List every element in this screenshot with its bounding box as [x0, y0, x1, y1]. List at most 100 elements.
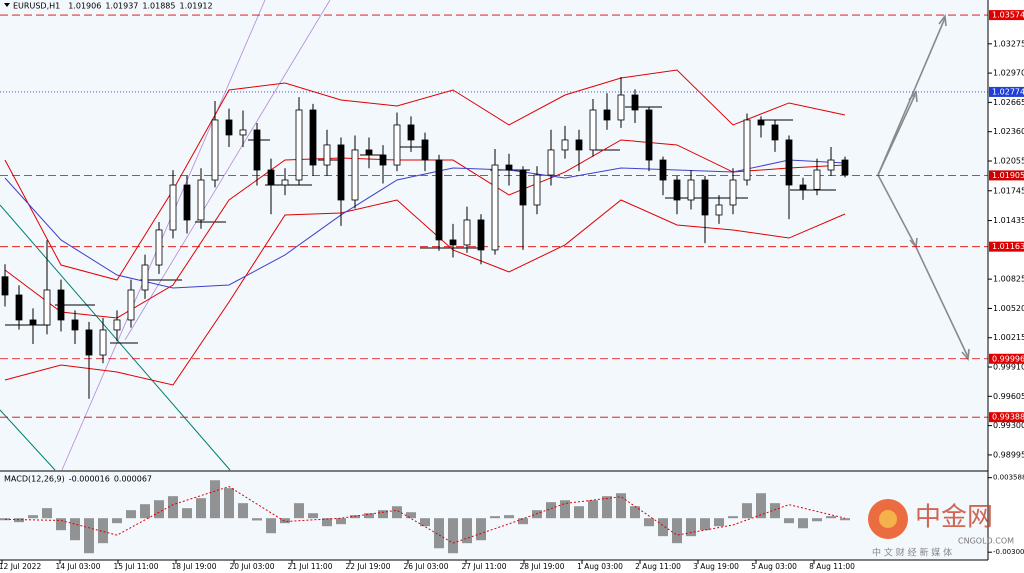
candle-body — [85, 329, 93, 356]
histogram-bar — [42, 508, 52, 519]
histogram-bar — [140, 504, 150, 519]
candle-body — [57, 289, 65, 321]
histogram-bar — [378, 510, 388, 519]
histogram-bar — [112, 518, 122, 524]
level-label-box — [989, 170, 1024, 181]
y-tick-label: 0.98995 — [993, 450, 1024, 459]
candle-body — [701, 179, 709, 216]
candle-body — [365, 149, 373, 156]
y-tick-label: 1.01745 — [993, 186, 1024, 195]
candle-body — [43, 289, 51, 326]
candle-body — [407, 124, 415, 141]
x-tick-label: 27 Jul 11:00 — [462, 562, 507, 571]
histogram-bar — [784, 518, 794, 524]
candle-body — [463, 219, 471, 246]
signal-line — [4, 486, 846, 544]
candle-body — [617, 94, 625, 121]
level-label: 1.03574 — [992, 11, 1024, 20]
histogram-bar — [602, 496, 612, 519]
histogram-bar — [420, 518, 430, 527]
histogram-bar — [700, 518, 710, 531]
candle-body — [575, 139, 583, 151]
histogram-bar — [630, 506, 640, 519]
trend-line — [0, 409, 56, 471]
y-tick-label: 1.00825 — [993, 275, 1024, 284]
histogram-bar — [406, 512, 416, 519]
candle-body — [547, 149, 555, 176]
candle-body — [421, 139, 429, 161]
histogram-bar — [224, 488, 234, 519]
level-label: 0.99996 — [992, 354, 1024, 363]
candle-body — [827, 159, 835, 171]
y-tick-label: 1.03275 — [993, 39, 1024, 48]
x-tick-label: 12 Jul 2022 — [0, 562, 41, 571]
histogram-bar — [14, 518, 24, 523]
histogram-bar — [518, 518, 528, 525]
tagline: 中 文 财 经 新 媒 体 — [872, 547, 952, 559]
histogram-bar — [840, 518, 850, 521]
candle-body — [687, 179, 695, 201]
ohlc-readout: 1.01937 — [105, 2, 138, 11]
site: CNGOLD.COM — [958, 537, 1014, 546]
channel-line — [61, 0, 266, 471]
macd-readout: -0.000016 — [69, 475, 110, 484]
candle-body — [603, 109, 611, 121]
candle-body — [519, 169, 527, 206]
candle-body — [659, 159, 667, 181]
histogram-bar — [574, 506, 584, 519]
y-tick-label: 1.01435 — [993, 216, 1024, 225]
histogram-bar — [616, 493, 626, 519]
histogram-bar — [238, 503, 248, 519]
histogram-bar — [84, 518, 94, 554]
candle-body — [309, 109, 317, 166]
candle-body — [211, 119, 219, 181]
candle-body — [99, 329, 107, 356]
y-tick-label: 1.02055 — [993, 156, 1024, 165]
histogram-bar — [770, 503, 780, 519]
histogram-bar — [672, 518, 682, 544]
histogram-bar — [168, 496, 178, 519]
histogram-bar — [154, 500, 164, 519]
histogram-bar — [756, 493, 766, 519]
candle-body — [491, 164, 499, 251]
trend-line — [0, 204, 231, 471]
ohlc-readout: 1.01912 — [180, 2, 213, 11]
candle-body — [197, 179, 205, 221]
candle-body — [113, 319, 121, 331]
histogram-bar — [728, 516, 738, 519]
header: EURUSD,H1 — [4, 2, 60, 11]
ohlc-readout: 1.01885 — [142, 2, 175, 11]
candle-body — [631, 94, 639, 111]
candle-body — [183, 184, 191, 221]
level-label: 1.01905 — [992, 171, 1024, 180]
level-label-box — [989, 353, 1024, 364]
brand: 中金网 — [915, 503, 993, 533]
histogram-bar — [434, 518, 444, 549]
histogram-bar — [742, 503, 752, 519]
x-tick-label: 14 Jul 03:00 — [56, 562, 101, 571]
level-label: 1.01163 — [992, 242, 1024, 251]
macd-readout: 0.000067 — [114, 475, 152, 484]
candle-body — [715, 204, 723, 216]
candle-body — [169, 184, 177, 231]
histogram-bar — [504, 515, 514, 519]
candle-body — [351, 149, 359, 201]
y-tick-label: 0.99910 — [993, 363, 1024, 372]
histogram-bar — [182, 508, 192, 519]
projection-arrows — [877, 13, 970, 361]
y-tick-label: 1.00520 — [993, 304, 1024, 313]
histogram-bar — [56, 518, 66, 531]
x-tick-label: 5 Aug 03:00 — [751, 562, 797, 571]
candle-body — [15, 294, 23, 321]
candle-body — [589, 109, 597, 151]
candle-body — [127, 289, 135, 321]
menu-arrow — [4, 3, 10, 7]
histogram-bar — [658, 518, 668, 537]
histogram-bar — [210, 480, 220, 519]
histogram-bar — [798, 518, 808, 529]
channel-line — [124, 0, 331, 341]
histogram-bar — [448, 518, 458, 554]
histogram-bar — [126, 510, 136, 519]
histogram-bar — [826, 516, 836, 519]
macd-title: MACD(12,26,9) — [4, 475, 65, 484]
